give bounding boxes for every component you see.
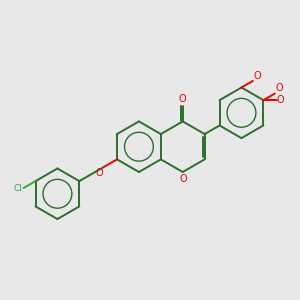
Text: O: O <box>275 83 283 93</box>
Text: O: O <box>277 95 284 105</box>
Text: O: O <box>179 174 187 184</box>
Text: O: O <box>179 94 187 103</box>
Text: O: O <box>253 71 261 81</box>
Text: Cl: Cl <box>14 184 23 193</box>
Text: O: O <box>95 168 103 178</box>
